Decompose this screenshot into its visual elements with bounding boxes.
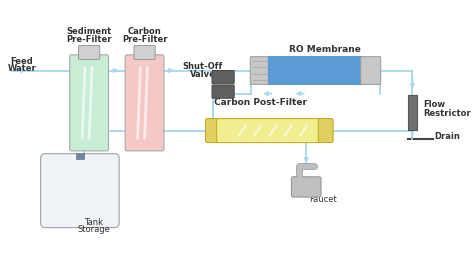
FancyBboxPatch shape [212,70,234,84]
Text: Drain: Drain [435,132,461,141]
Text: Restrictor: Restrictor [424,109,471,119]
FancyBboxPatch shape [41,154,119,228]
Text: Pre-Filter: Pre-Filter [122,35,167,44]
Text: Valve: Valve [190,70,216,79]
Text: RO Membrane: RO Membrane [289,45,361,54]
Bar [76,153,83,159]
FancyBboxPatch shape [361,57,381,84]
Text: Feed: Feed [10,57,33,66]
Text: Pre-Filter: Pre-Filter [66,35,112,44]
FancyBboxPatch shape [70,55,109,151]
Text: Water: Water [7,64,36,73]
FancyBboxPatch shape [318,119,333,142]
Text: Shut-Off: Shut-Off [182,62,223,72]
Text: Carbon: Carbon [128,27,162,36]
FancyBboxPatch shape [292,177,321,197]
FancyBboxPatch shape [250,57,270,84]
Text: Tank: Tank [84,218,103,227]
Text: Faucet: Faucet [309,196,337,205]
FancyBboxPatch shape [212,85,234,98]
FancyBboxPatch shape [125,55,164,151]
Text: Carbon Post-Filter: Carbon Post-Filter [214,98,307,108]
Bar [408,95,417,130]
FancyBboxPatch shape [268,57,363,84]
FancyBboxPatch shape [79,46,100,59]
FancyBboxPatch shape [134,46,155,59]
FancyBboxPatch shape [217,119,322,142]
Text: Storage: Storage [77,225,110,234]
Text: Flow: Flow [424,100,446,109]
Text: Sediment: Sediment [66,27,112,36]
FancyBboxPatch shape [205,119,220,142]
